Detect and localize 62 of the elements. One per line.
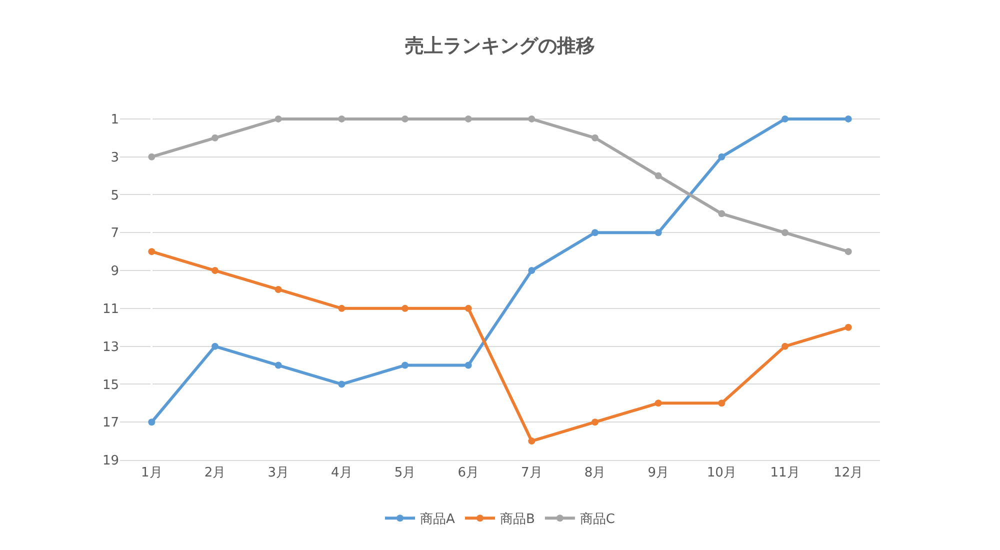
x-tick-label: 4月 <box>331 466 352 481</box>
x-tick-label: 8月 <box>584 466 606 481</box>
point <box>402 304 408 312</box>
point <box>528 438 536 445</box>
x-tick-label: 9月 <box>648 466 669 481</box>
y-tick-label: 7 <box>110 226 119 242</box>
point <box>782 229 788 236</box>
point <box>274 362 282 369</box>
legend-label: 商品C <box>580 512 615 528</box>
y-tick-label: 19 <box>102 454 119 469</box>
point <box>402 362 408 369</box>
point <box>718 153 726 160</box>
point <box>592 229 598 236</box>
y-tick-label: 1 <box>110 112 119 128</box>
y-tick-label: 9 <box>110 264 119 280</box>
point <box>338 115 346 122</box>
point <box>654 400 662 407</box>
point <box>592 134 598 142</box>
point <box>528 267 536 274</box>
x-tick-label: 1月 <box>141 466 162 481</box>
point <box>592 418 598 426</box>
point <box>148 153 156 160</box>
point <box>338 304 346 312</box>
point <box>844 324 852 331</box>
legend-label: 商品A <box>420 512 455 528</box>
x-tick-label: 10月 <box>706 466 736 481</box>
point <box>464 304 472 312</box>
legend-label: 商品B <box>500 512 535 528</box>
point <box>148 248 156 256</box>
y-tick-label: 11 <box>102 302 119 317</box>
y-tick-label: 13 <box>102 340 119 355</box>
point <box>274 286 282 293</box>
x-tick-label: 3月 <box>268 466 289 481</box>
x-tick-label: 5月 <box>394 466 416 481</box>
point <box>464 115 472 122</box>
point <box>212 267 218 274</box>
point <box>718 400 726 407</box>
point <box>212 134 218 142</box>
point <box>528 115 536 122</box>
x-tick-label: 2月 <box>204 466 226 481</box>
point <box>844 115 852 122</box>
chart-title: 売上ランキングの推移 <box>405 34 595 57</box>
point <box>782 342 788 350</box>
x-tick-label: 7月 <box>521 466 542 481</box>
point <box>654 229 662 236</box>
point <box>274 115 282 122</box>
point <box>718 210 726 218</box>
y-tick-label: 15 <box>102 378 119 393</box>
y-tick-label: 3 <box>110 150 119 166</box>
point <box>148 418 156 426</box>
y-tick-label: 5 <box>110 188 119 204</box>
point <box>464 362 472 369</box>
x-tick-label: 12月 <box>834 466 864 481</box>
x-tick-label: 11月 <box>770 466 800 481</box>
point <box>212 342 218 350</box>
point <box>338 380 346 388</box>
point <box>654 172 662 180</box>
point <box>782 115 788 122</box>
point <box>402 115 408 122</box>
x-tick-label: 6月 <box>458 466 479 481</box>
point <box>844 248 852 256</box>
y-tick-label: 17 <box>102 416 119 431</box>
